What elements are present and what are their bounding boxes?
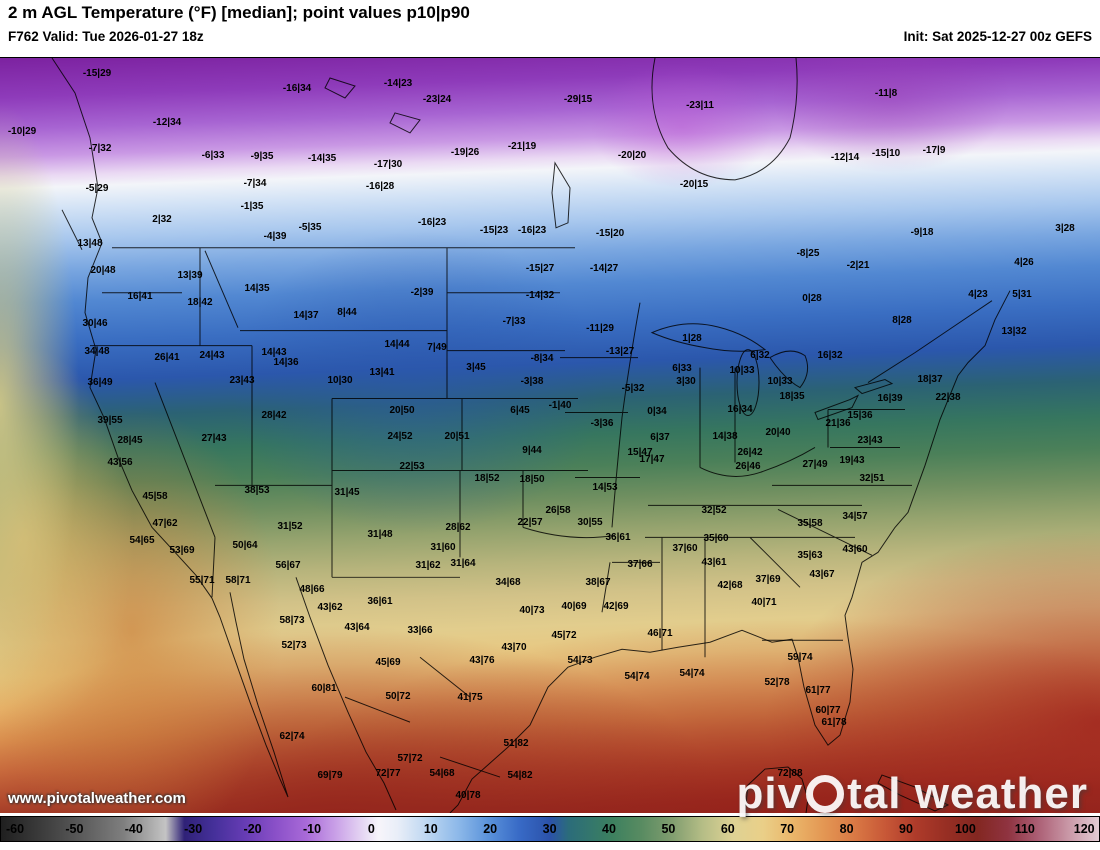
lakes-shape bbox=[324, 77, 894, 421]
lake-michigan-shape bbox=[736, 349, 760, 417]
colorbar-tick-label: 80 bbox=[839, 821, 854, 836]
colorbar-tick-label: 110 bbox=[1014, 821, 1035, 836]
map-subheader: F762 Valid: Tue 2026-01-27 18z Init: Sat… bbox=[8, 29, 1092, 44]
colorbar-tick-label: 0 bbox=[367, 821, 375, 836]
colorbar-tick-label: -40 bbox=[124, 821, 143, 836]
logo-text-left: piv bbox=[736, 769, 804, 818]
state-borders-path bbox=[90, 247, 993, 778]
init-time-label: Init: Sat 2025-12-27 00z GEFS bbox=[903, 29, 1092, 44]
pivotal-logo-icon bbox=[806, 775, 845, 813]
colorbar-tick-label: -10 bbox=[302, 821, 322, 836]
colorbar-tick-label: 10 bbox=[423, 821, 438, 836]
colorbar-tick-label: 20 bbox=[483, 821, 498, 836]
colorbar-tick-label: 40 bbox=[602, 821, 616, 836]
colorbar-tick-label: -50 bbox=[65, 821, 84, 836]
colorbar-tick-label: -30 bbox=[184, 821, 203, 836]
coastline-path bbox=[51, 58, 1011, 813]
colorbar-tick-label: 50 bbox=[661, 821, 676, 836]
colorbar-tick-label: -20 bbox=[243, 821, 262, 836]
temperature-map[interactable]: -15|29 -16|34 -14|23 -23|24 -29|15 -23|11 -11|… bbox=[0, 57, 1100, 818]
valid-time-label: F762 Valid: Tue 2026-01-27 18z bbox=[8, 29, 204, 44]
watermark-logo: piv tal weather bbox=[737, 769, 1088, 819]
colorbar: -60 -50 -40 -30 -20 -10 0 10 20 30 40 50 60 70 80 90 100… bbox=[0, 816, 1100, 842]
colorbar-tick-label: 100 bbox=[954, 821, 976, 836]
map-title: 2 m AGL Temperature (°F) [median]; point… bbox=[8, 3, 470, 22]
logo-text-right: tal weather bbox=[847, 769, 1088, 818]
colorbar-tick-label: -60 bbox=[5, 821, 25, 836]
colorbar-tick-label: 30 bbox=[542, 821, 557, 836]
colorbar-tick-label: 120 bbox=[1073, 821, 1095, 836]
map-header: 2 m AGL Temperature (°F) [median]; point… bbox=[0, 0, 1100, 57]
colorbar-tick-label: 60 bbox=[720, 821, 735, 836]
colorbar-tick-label: 90 bbox=[899, 821, 913, 836]
colorbar-gradient bbox=[1, 817, 1099, 841]
colorbar-tick-label: 70 bbox=[780, 821, 795, 836]
watermark-url: www.pivotalweather.com bbox=[8, 790, 186, 807]
geo-borders bbox=[51, 58, 1011, 813]
colorbar-tick-labels: -60 -50 -40 -30 -20 -10 0 10 20 30 40 50 60 70 80 90 100… bbox=[1, 817, 1099, 841]
